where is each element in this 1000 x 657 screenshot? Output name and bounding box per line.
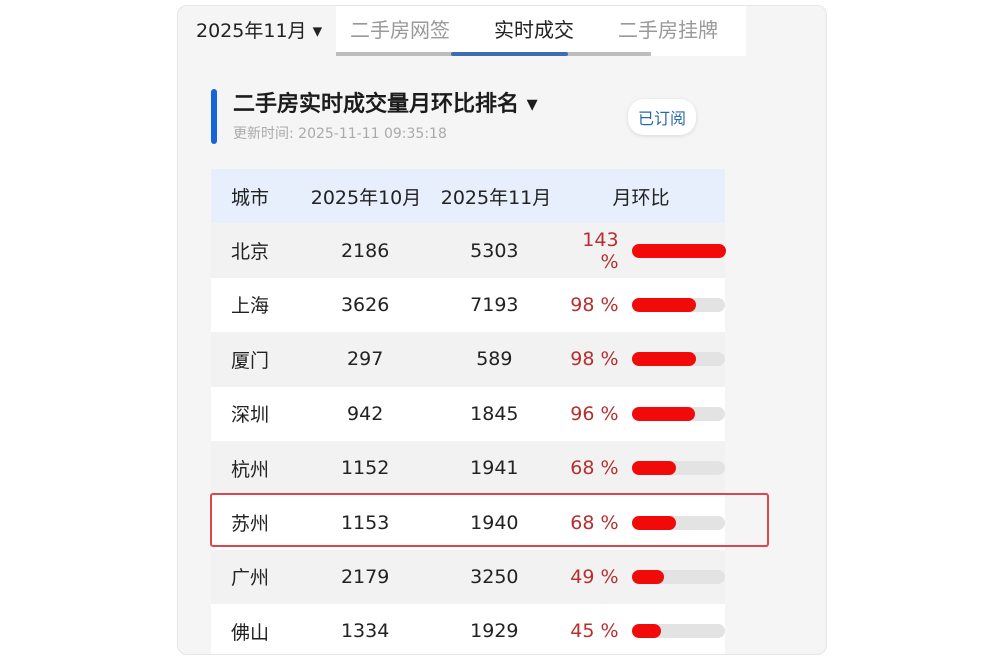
tab-online-signing[interactable]: 二手房网签 (350, 18, 450, 42)
city: 苏州 (231, 513, 270, 536)
mom-percent: 143 % (582, 228, 619, 273)
tab-listings[interactable]: 二手房挂牌 (618, 18, 718, 42)
nov-value: 7193 (470, 293, 519, 316)
nov-value: 1929 (470, 620, 519, 643)
nov-value: 1941 (470, 457, 519, 480)
mom-percent: 96 % (570, 402, 619, 425)
nov-value: 5303 (470, 239, 519, 262)
mom-bar (631, 243, 726, 258)
table-row[interactable]: 杭州 1152 1941 68 % (211, 440, 725, 496)
mom-bar (631, 406, 725, 421)
mom-bar-fill (631, 406, 695, 421)
subscribed-button[interactable]: 已订阅 (628, 99, 697, 135)
table-row[interactable]: 北京 2186 5303 143 % (211, 223, 726, 278)
city: 广州 (231, 567, 270, 590)
top-bar: 2025年11月 ▾ 二手房网签 实时成交 二手房挂牌 (178, 6, 746, 56)
nov-value: 1845 (470, 402, 519, 425)
mom-bar (631, 461, 725, 476)
oct-value: 2186 (340, 239, 390, 262)
mom-bar-fill (631, 515, 677, 530)
oct-value: 1152 (340, 457, 390, 480)
update-time: 更新时间: 2025-11-11 09:35:18 (233, 126, 447, 142)
highlight-box (210, 493, 769, 547)
tab-indicator (451, 52, 568, 56)
header-oct: 2025年10月 (310, 186, 422, 209)
table-row[interactable]: 深圳 942 1845 96 % (211, 386, 725, 441)
city: 厦门 (231, 349, 270, 372)
mom-percent: 98 % (570, 348, 619, 371)
oct-value: 942 (347, 402, 384, 425)
header-nov: 2025年11月 (440, 186, 552, 209)
oct-value: 1334 (340, 620, 390, 643)
section-title-dropdown[interactable]: 二手房实时成交量月环比排名 ▾ (233, 92, 538, 117)
mom-bar-fill (631, 243, 726, 258)
mom-percent: 49 % (570, 565, 619, 588)
nov-value: 3250 (470, 565, 519, 588)
oct-value: 297 (347, 348, 384, 371)
table-row[interactable]: 佛山 1334 1929 45 % (211, 604, 725, 654)
mom-bar-fill (631, 352, 696, 367)
tab-realtime-deals[interactable]: 实时成交 (494, 18, 574, 42)
month-selector[interactable]: 2025年11月 ▾ (196, 20, 323, 42)
mom-bar (631, 297, 725, 312)
oct-value: 1153 (340, 511, 390, 534)
ranking-table: 城市 2025年10月 2025年11月 月环比 北京 2186 5303 14… (211, 169, 726, 654)
mom-bar-fill (631, 461, 677, 476)
mom-percent: 68 % (570, 511, 619, 534)
table-row[interactable]: 厦门 297 589 98 % (211, 332, 725, 387)
mom-bar-fill (631, 297, 696, 312)
mom-bar (631, 569, 725, 584)
mom-bar-fill (631, 569, 664, 584)
table-row[interactable]: 广州 2179 3250 49 % (211, 549, 725, 605)
table-row[interactable]: 苏州 1153 1940 68 % (211, 495, 725, 550)
city: 上海 (231, 295, 270, 318)
table-row[interactable]: 上海 3626 7193 98 % (211, 277, 725, 333)
header-city: 城市 (231, 186, 270, 209)
mom-bar (631, 352, 725, 367)
mom-bar (631, 624, 725, 639)
nov-value: 1940 (470, 511, 519, 534)
mom-bar (631, 515, 725, 530)
city: 杭州 (231, 458, 270, 481)
oct-value: 2179 (340, 565, 390, 588)
ranking-card: 2025年11月 ▾ 二手房网签 实时成交 二手房挂牌 二手房实时成交量月环比排… (177, 5, 827, 655)
mom-bar-fill (631, 624, 662, 639)
city: 深圳 (231, 404, 270, 427)
mom-percent: 45 % (570, 620, 619, 643)
table-header: 城市 2025年10月 2025年11月 月环比 (211, 169, 725, 224)
oct-value: 3626 (340, 293, 390, 316)
city: 佛山 (231, 621, 270, 644)
mom-percent: 98 % (570, 293, 619, 316)
title-accent (211, 89, 217, 144)
nov-value: 589 (476, 348, 513, 371)
header-mom: 月环比 (612, 186, 670, 209)
tab-bar: 二手房网签 实时成交 二手房挂牌 (336, 6, 746, 56)
city: 北京 (231, 241, 270, 264)
tab-scrollbar[interactable] (336, 52, 651, 56)
mom-percent: 68 % (570, 457, 619, 480)
